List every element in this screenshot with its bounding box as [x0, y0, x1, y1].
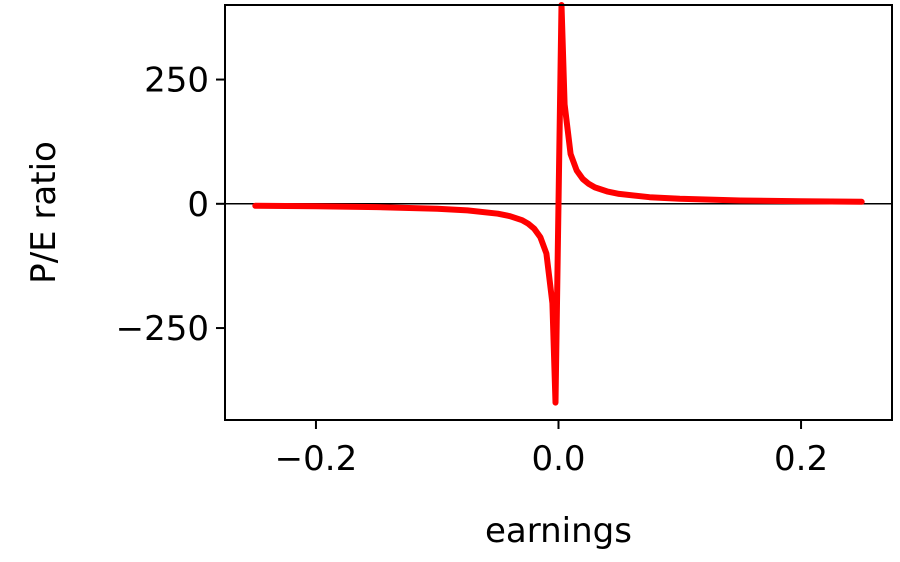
y-axis-ticks: −250 0 250 [116, 61, 225, 349]
plot-area [225, 2, 892, 406]
x-tick-label: −0.2 [275, 439, 358, 479]
y-tick-label: 250 [144, 61, 209, 101]
y-tick-label: 0 [187, 185, 209, 225]
x-tick-label: 0.2 [774, 439, 828, 479]
series-line [252, 2, 865, 406]
x-axis-label: earnings [485, 511, 632, 551]
y-axis-label: P/E ratio [24, 141, 64, 284]
x-axis-ticks: −0.2 0.0 0.2 [275, 420, 828, 479]
y-tick-label: −250 [116, 309, 209, 349]
x-tick-label: 0.0 [531, 439, 585, 479]
